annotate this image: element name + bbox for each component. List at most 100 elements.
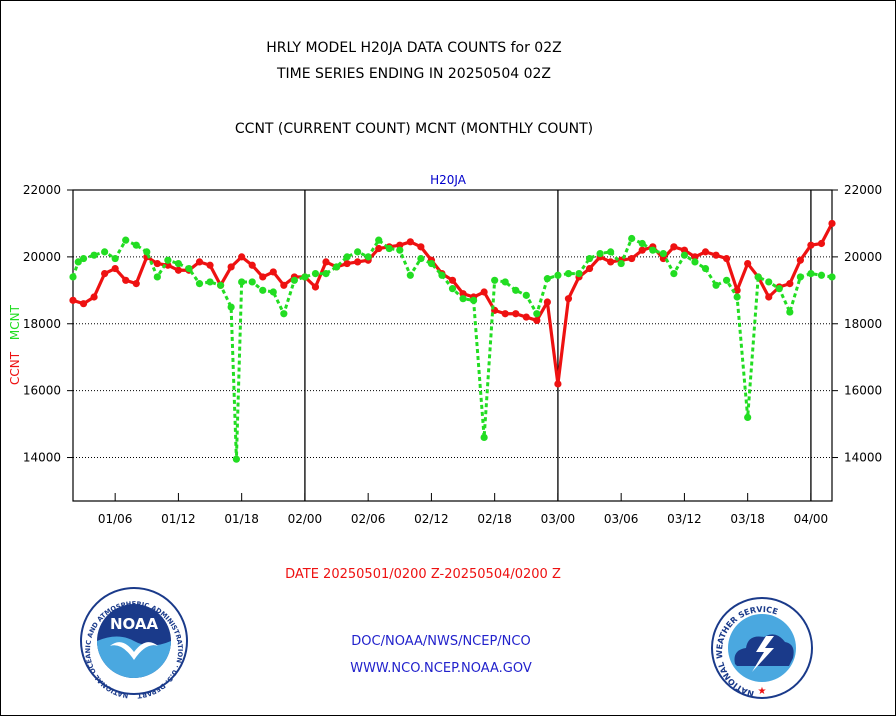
ccnt-point <box>174 266 183 274</box>
x-tick-label: 03/06 <box>604 512 639 526</box>
ccnt-point <box>543 298 551 306</box>
y-tick-label-left: 20000 <box>23 250 61 264</box>
mcnt-point <box>364 253 372 261</box>
ccnt-point <box>227 263 235 271</box>
mcnt-point <box>501 278 509 286</box>
mcnt-point <box>775 285 783 293</box>
mcnt-point <box>153 273 161 281</box>
mcnt-point <box>754 273 762 281</box>
mcnt-point <box>585 254 594 263</box>
mcnt-point <box>216 281 225 289</box>
mcnt-point <box>269 288 277 296</box>
mcnt-point <box>232 455 240 463</box>
x-tick-label: 02/18 <box>477 512 512 526</box>
star-icon: ★ <box>758 686 767 697</box>
mcnt-point <box>512 286 520 294</box>
chart-title-line2: TIME SERIES ENDING IN 20250504 02Z <box>276 66 551 82</box>
ccnt-point <box>607 258 615 266</box>
series-layer <box>69 219 836 463</box>
mcnt-point <box>807 270 815 278</box>
mcnt-point <box>765 278 773 286</box>
mcnt-point <box>132 241 140 249</box>
mcnt-point <box>596 249 604 258</box>
ccnt-point <box>659 254 667 263</box>
ccnt-point <box>375 244 383 253</box>
mcnt-point <box>185 264 193 273</box>
mcnt-point <box>417 254 425 263</box>
mcnt-point <box>607 248 615 256</box>
lightning-icon <box>752 636 774 672</box>
gull-icon <box>110 642 158 660</box>
y-tick-label-right: 14000 <box>844 451 882 465</box>
mcnt-point <box>680 251 689 259</box>
axis-layer: 14000 14000 16000 16000 18000 18000 20000 20000… <box>23 183 882 526</box>
ccnt-point <box>765 293 773 301</box>
mcnt-point <box>322 270 330 278</box>
mcnt-point <box>828 273 836 281</box>
mcnt-point <box>469 296 478 304</box>
mcnt-point <box>227 303 235 311</box>
mcnt-point <box>628 234 636 243</box>
ccnt-point <box>269 268 277 276</box>
x-tick-label: 01/18 <box>224 512 259 526</box>
mcnt-point <box>248 278 256 286</box>
date-range-label: DATE 20250501/0200 Z-20250504/0200 Z <box>285 567 561 582</box>
x-tick-label: 02/12 <box>414 512 449 526</box>
x-tick-label: 02/00 <box>288 512 323 526</box>
mcnt-point <box>448 285 457 293</box>
mcnt-point <box>406 271 414 279</box>
ccnt-point <box>248 261 256 269</box>
ccnt-point <box>259 273 267 281</box>
ccnt-point <box>448 276 457 284</box>
ccnt-point <box>701 248 710 256</box>
ccnt-point <box>459 290 467 298</box>
mcnt-point <box>659 249 667 258</box>
mcnt-point <box>744 413 752 421</box>
ccnt-point <box>238 253 246 261</box>
mcnt-point <box>396 246 404 254</box>
ccnt-point <box>712 251 720 259</box>
mcnt-point <box>533 310 541 318</box>
mcnt-point <box>712 281 720 289</box>
y-tick-label-left: 16000 <box>23 384 61 398</box>
ccnt-point <box>786 280 794 288</box>
mcnt-point <box>343 253 351 261</box>
mcnt-point <box>670 270 678 278</box>
mcnt-point <box>280 310 288 318</box>
ccnt-point <box>744 259 752 268</box>
ccnt-point <box>311 283 320 291</box>
mcnt-point <box>564 270 573 278</box>
ccnt-point <box>680 246 689 254</box>
chart-title-line1: HRLY MODEL H20JA DATA COUNTS for 02Z <box>266 40 561 56</box>
ccnt-point <box>417 243 425 251</box>
url-label: WWW.NCO.NCEP.NOAA.GOV <box>350 661 532 676</box>
ccnt-point <box>122 276 130 284</box>
mcnt-point <box>301 273 309 281</box>
mcnt-point <box>427 259 436 268</box>
mcnt-point <box>786 308 794 316</box>
ccnt-point <box>828 219 836 228</box>
mcnt-point <box>206 278 214 286</box>
ccnt-point <box>807 241 815 249</box>
ccnt-point <box>628 254 636 263</box>
ccnt-point <box>670 243 678 251</box>
nws-logo: NATIONAL WEATHER SERVICE ★ <box>711 597 813 699</box>
mcnt-point <box>733 293 741 301</box>
mcnt-point <box>311 270 320 278</box>
mcnt-point <box>796 273 804 281</box>
ccnt-point <box>343 259 351 268</box>
plot-title: H20JA <box>430 173 467 187</box>
y-tick-label-left: 22000 <box>23 183 61 197</box>
mcnt-point <box>238 278 246 286</box>
mcnt-point <box>122 236 130 244</box>
ccnt-point <box>480 288 488 296</box>
mcnt-point <box>90 251 98 259</box>
y-tick-label-right: 20000 <box>844 250 882 264</box>
mcnt-point <box>164 256 172 264</box>
ccnt-point <box>512 310 520 318</box>
ccnt-point <box>585 264 594 273</box>
x-tick-label: 03/12 <box>667 512 702 526</box>
y-tick-label-left: 18000 <box>23 317 61 331</box>
noaa-logo-text: NOAA <box>110 615 159 633</box>
